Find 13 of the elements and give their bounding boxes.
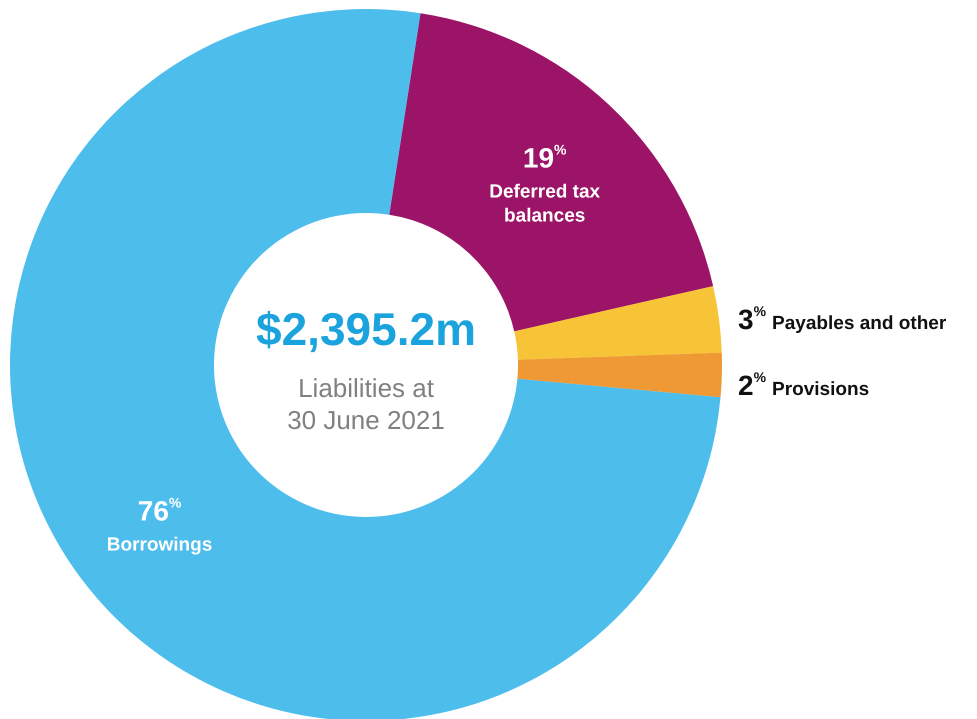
slice-label: Deferred tax balances [489, 181, 601, 226]
text: Liabilities at 30 June 2021 [287, 373, 445, 435]
data-label: 3$^{%}$ [738, 304, 767, 336]
donut-slice [517, 352, 722, 398]
donut-slice [514, 286, 722, 360]
slice-label: Payables and other [772, 313, 947, 334]
data-label: 19$^{%}$ [522, 142, 568, 174]
text: $2,395.2m [256, 303, 476, 355]
slice-label: Provisions [772, 378, 870, 400]
data-label: 76$^{%}$ [138, 494, 182, 526]
slice-label: Borrowings [106, 534, 212, 556]
donut-slice [10, 9, 721, 719]
data-label: 2$^{%}$ [738, 369, 767, 401]
